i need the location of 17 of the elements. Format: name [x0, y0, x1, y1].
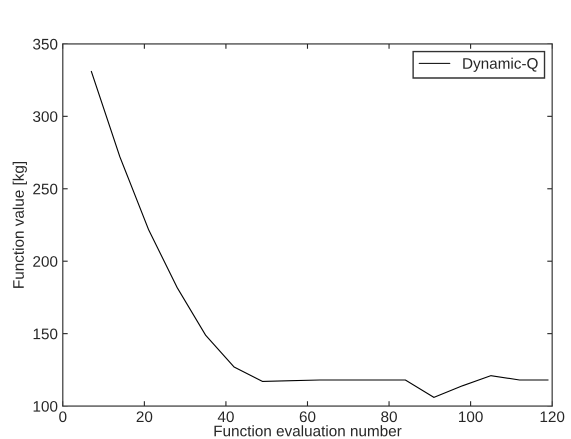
y-tick-label: 300 — [33, 111, 58, 122]
x-tick-label: 100 — [459, 411, 483, 422]
y-tick-label: 200 — [33, 256, 58, 267]
x-tick-label: 80 — [381, 411, 397, 422]
y-tick-label: 250 — [33, 184, 58, 194]
x-axis-title: Function evaluation number — [214, 425, 402, 436]
line-series — [90, 70, 549, 398]
x-tick-label: 0 — [59, 411, 66, 422]
y-tick-label: 350 — [33, 38, 58, 50]
y-axis-title: Function value [kg] — [12, 162, 27, 288]
x-tick-label: 40 — [218, 411, 234, 422]
y-tick-label: 150 — [34, 328, 58, 340]
x-tick-label: 20 — [136, 411, 152, 422]
legend-label: Dynamic-Q — [463, 58, 538, 72]
x-tick-label: 120 — [540, 411, 564, 422]
y-tick-label: 100 — [34, 400, 58, 412]
x-tick-label: 60 — [300, 411, 316, 422]
